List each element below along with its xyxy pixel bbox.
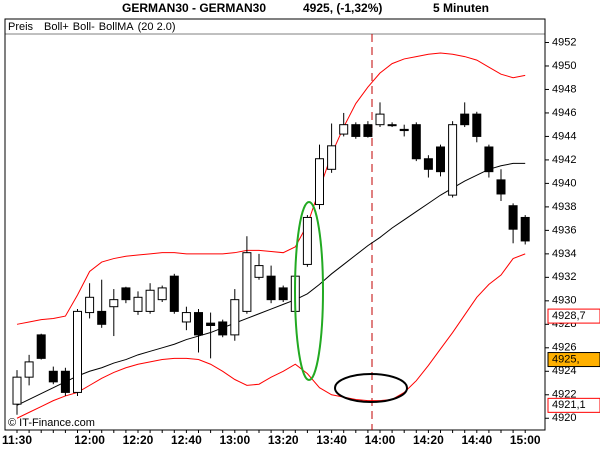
y-tick-label: 4942 (552, 154, 576, 166)
candle-body (520, 216, 530, 242)
candle-body (36, 334, 46, 359)
candle-body (302, 216, 312, 265)
candle-body (423, 158, 433, 170)
value-label: 4928,7 (552, 310, 586, 322)
value-label: 4921,1 (552, 399, 586, 411)
candle-body (242, 252, 252, 312)
candle-body (97, 310, 107, 325)
x-tick-label: 13:40 (316, 433, 347, 447)
highlight-ellipse (294, 201, 324, 381)
candle-body (194, 312, 203, 336)
legend-params: (20 2.0) (138, 21, 176, 33)
candle-body (351, 124, 361, 137)
watermark: © IT-Finance.com (8, 417, 95, 429)
y-tick-label: 4924 (552, 365, 576, 377)
candle-body (169, 275, 179, 312)
candle-body (266, 275, 276, 301)
candle-body (206, 322, 216, 326)
y-tick-label: 4940 (552, 177, 576, 189)
value-label-box (547, 397, 600, 413)
y-tick-label: 4950 (552, 60, 576, 72)
candle-body (73, 310, 82, 393)
candle-body (327, 145, 337, 170)
candle-body (48, 370, 58, 383)
price: 4925, (-1,32%) (303, 1, 382, 15)
candle-body (145, 289, 155, 312)
value-label-box (547, 352, 600, 368)
candle-body (508, 205, 518, 230)
x-tick-label: 11:30 (2, 433, 32, 447)
x-tick-label: 13:00 (219, 433, 250, 447)
interval: 5 Minuten (433, 1, 489, 15)
chart-title: GERMAN30 - GERMAN30 (122, 1, 266, 15)
y-tick-label: 4920 (552, 412, 576, 424)
indicator-line (16, 162, 526, 406)
candle-body (496, 179, 506, 195)
candle-body (85, 296, 95, 314)
candle-body (12, 376, 22, 405)
plot-frame (4, 18, 546, 431)
legend-entry: Boll- (73, 21, 95, 33)
candle-body (24, 361, 34, 378)
y-tick-label: 4948 (552, 83, 576, 95)
x-tick-label: 12:00 (74, 433, 105, 447)
candle-body (460, 113, 470, 126)
candle-body (60, 370, 70, 393)
candle-body (448, 124, 458, 196)
candle-body (472, 113, 482, 137)
candle-body (315, 158, 324, 206)
highlight-ellipse (334, 373, 408, 403)
candle-body (399, 128, 409, 132)
price-label: Preis (8, 21, 34, 33)
y-tick-label: 4926 (552, 342, 576, 354)
y-tick-label: 4932 (552, 271, 576, 283)
candle-body (278, 287, 288, 301)
x-tick-label: 14:00 (365, 433, 396, 447)
candle-body (181, 312, 191, 323)
value-label-box (547, 308, 600, 324)
y-tick-label: 4946 (552, 107, 576, 119)
candle-body (375, 113, 385, 126)
candle-body (133, 296, 143, 312)
x-tick-label: 15:00 (510, 433, 541, 447)
candle-body (339, 124, 349, 135)
y-tick-label: 4934 (552, 248, 576, 260)
y-tick-label: 4938 (552, 201, 576, 213)
x-tick-label: 13:20 (268, 433, 299, 447)
indicator-line (16, 253, 526, 419)
legend: Boll+ Boll- BollMA (20 2.0) (44, 21, 176, 33)
y-tick-label: 4922 (552, 389, 576, 401)
candle-body (363, 124, 373, 137)
candle-body (411, 124, 421, 160)
candle-body (218, 321, 228, 336)
y-tick-label: 4944 (552, 130, 576, 142)
indicator-line (16, 52, 526, 325)
x-tick-label: 12:40 (171, 433, 202, 447)
legend-entry: BollMA (99, 21, 135, 33)
candle-body (484, 146, 494, 173)
candle-body (254, 265, 264, 278)
candle-body (121, 287, 131, 301)
plot (12, 52, 530, 419)
candle-body (157, 287, 167, 301)
y-tick-label: 4930 (552, 295, 576, 307)
candle-body (436, 146, 445, 173)
candle-body (387, 124, 397, 127)
x-tick-label: 14:40 (461, 433, 492, 447)
y-tick-label: 4952 (552, 36, 576, 48)
candle-body (109, 299, 119, 308)
value-label: 4925, (552, 353, 580, 365)
x-tick-label: 12:20 (123, 433, 154, 447)
candle-body (230, 299, 240, 336)
x-tick-label: 14:20 (413, 433, 444, 447)
legend-entry: Boll+ (44, 21, 69, 33)
y-tick-label: 4936 (552, 224, 576, 236)
